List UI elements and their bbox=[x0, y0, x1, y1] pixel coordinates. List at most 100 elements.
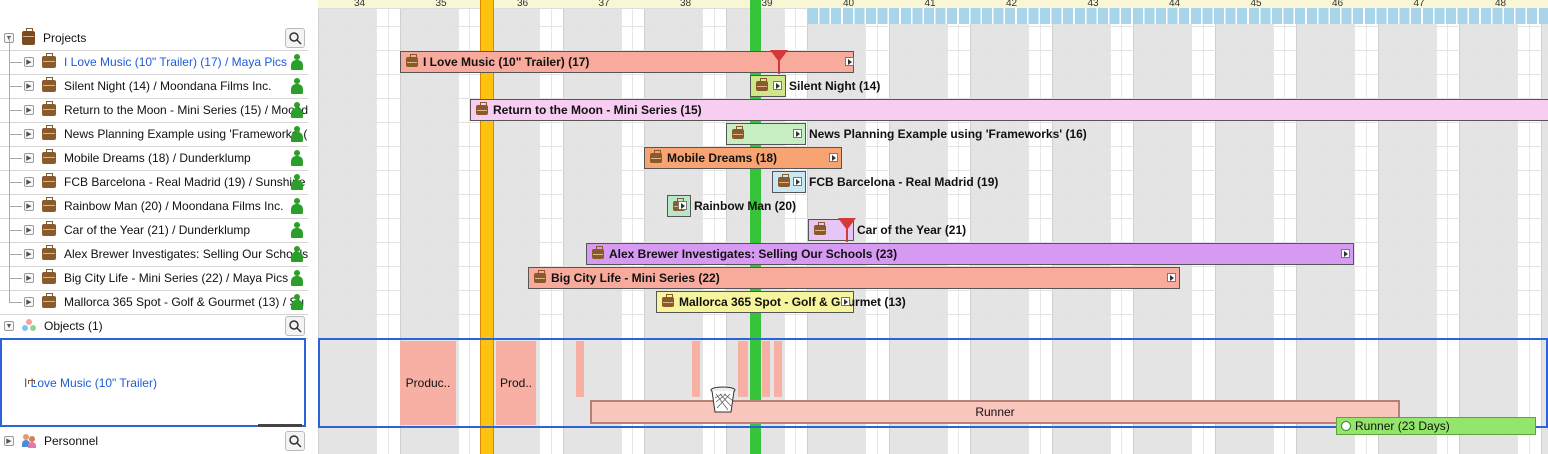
project-row[interactable]: ▶ News Planning Example using 'Frameworks… bbox=[0, 109, 308, 147]
project-label: Mobile Dreams (18) / Dunderklump bbox=[64, 151, 251, 165]
briefcase-icon bbox=[42, 53, 56, 68]
expand-icon[interactable]: ▶ bbox=[24, 249, 34, 259]
expand-icon[interactable]: ▶ bbox=[24, 105, 34, 115]
project-bar[interactable]: Big City Life - Mini Series (22) bbox=[528, 267, 1180, 289]
day-column bbox=[469, 0, 481, 454]
day-column bbox=[1493, 0, 1506, 454]
collapse-icon[interactable]: ▼ bbox=[4, 321, 14, 331]
day-column bbox=[935, 0, 947, 454]
projects-section-header[interactable]: ▼ Projects bbox=[0, 26, 308, 51]
day-column bbox=[1319, 0, 1331, 454]
objects-section-header[interactable]: ▼ Objects (1) bbox=[0, 314, 308, 339]
expand-icon[interactable]: ▶ bbox=[4, 436, 14, 446]
expand-arrow-icon[interactable] bbox=[841, 297, 850, 306]
object-booking-sliver[interactable] bbox=[692, 341, 700, 397]
project-bar[interactable]: I Love Music (10" Trailer) (17) bbox=[400, 51, 854, 73]
expand-arrow-icon[interactable] bbox=[829, 153, 838, 162]
day-column bbox=[1202, 0, 1215, 454]
expand-arrow-icon[interactable] bbox=[678, 201, 687, 210]
search-icon[interactable] bbox=[285, 28, 305, 48]
project-bar[interactable]: Alex Brewer Investigates: Selling Our Sc… bbox=[586, 243, 1354, 265]
expand-icon[interactable]: ▶ bbox=[24, 273, 34, 283]
tree-connector bbox=[9, 85, 22, 111]
milestone-flag-stem bbox=[846, 228, 848, 242]
expand-icon[interactable]: ▶ bbox=[24, 297, 34, 307]
day-column bbox=[713, 0, 726, 454]
expand-arrow-icon[interactable] bbox=[773, 81, 782, 90]
row-line bbox=[318, 242, 1548, 243]
project-row[interactable]: ▶ FCB Barcelona - Real Madrid (19) / Suns… bbox=[0, 157, 308, 195]
trash-icon[interactable] bbox=[710, 386, 736, 414]
day-column bbox=[1354, 0, 1366, 454]
search-icon[interactable] bbox=[285, 431, 305, 451]
personnel-section-header[interactable]: ▶ Personnel bbox=[0, 429, 308, 453]
project-label: Car of the Year (21) / Dunderklump bbox=[64, 223, 251, 237]
project-bar[interactable]: FCB Barcelona - Real Madrid (19) bbox=[772, 171, 998, 193]
expand-icon[interactable]: ▶ bbox=[24, 129, 34, 139]
project-row[interactable]: ▶ Car of the Year (21) / Dunderklump bbox=[0, 205, 308, 243]
project-row[interactable]: ▶ Big City Life - Mini Series (22) / Maya… bbox=[0, 253, 308, 291]
briefcase-icon bbox=[42, 173, 56, 188]
project-row[interactable]: ▶ Mallorca 365 Spot - Golf & Gourmet (13)… bbox=[0, 277, 308, 315]
project-bar[interactable]: News Planning Example using 'Frameworks'… bbox=[726, 123, 1087, 145]
object-booking-sliver[interactable] bbox=[738, 341, 748, 397]
object-lane[interactable] bbox=[318, 338, 1548, 428]
day-column bbox=[318, 0, 330, 454]
project-bar[interactable]: Silent Night (14) bbox=[750, 75, 880, 97]
day-column bbox=[1191, 0, 1203, 454]
milestone-flag-icon[interactable] bbox=[838, 218, 856, 230]
object-booking-sliver[interactable] bbox=[762, 341, 770, 397]
object-booking-sliver[interactable] bbox=[774, 341, 782, 397]
project-label: FCB Barcelona - Real Madrid (19) / Sunsh… bbox=[64, 175, 306, 189]
search-icon[interactable] bbox=[285, 316, 305, 336]
tree-connector bbox=[9, 61, 22, 87]
expand-icon[interactable]: ▶ bbox=[24, 201, 34, 211]
day-column bbox=[1237, 0, 1250, 454]
project-bar[interactable]: Return to the Moon - Mini Series (15) bbox=[470, 99, 1548, 121]
briefcase-icon bbox=[476, 102, 488, 115]
object-booking-block[interactable]: Produc.. bbox=[400, 341, 456, 425]
milestone-flag-icon[interactable] bbox=[770, 50, 788, 62]
object-booking-sliver[interactable] bbox=[576, 341, 584, 397]
week-label: 36 bbox=[517, 0, 529, 9]
day-column bbox=[1272, 0, 1285, 454]
project-row[interactable]: ▶ Rainbow Man (20) / Moondana Films Inc. bbox=[0, 181, 308, 219]
project-row[interactable]: ▶ Alex Brewer Investigates: Selling Our S… bbox=[0, 229, 308, 267]
expand-arrow-icon[interactable] bbox=[1341, 249, 1350, 258]
day-column bbox=[620, 0, 633, 454]
timeline-chart[interactable]: 34 35 36 37 38 39 40 41 42 43 44 45 46 47 48 I Love Mu… bbox=[318, 0, 1548, 454]
week-label: 47 bbox=[1413, 0, 1425, 9]
day-column bbox=[1365, 0, 1378, 454]
expand-arrow-icon[interactable] bbox=[1167, 273, 1176, 282]
expand-icon[interactable]: ▶ bbox=[24, 225, 34, 235]
day-column bbox=[1144, 0, 1157, 454]
project-row[interactable]: ▶ I Love Music (10" Trailer) (17) / Maya … bbox=[0, 37, 308, 75]
expand-arrow-icon[interactable] bbox=[845, 57, 854, 66]
project-row[interactable]: ▶ Return to the Moon - Mini Series (15) /… bbox=[0, 85, 308, 123]
project-row[interactable]: ▶ Mobile Dreams (18) / Dunderklump bbox=[0, 133, 308, 171]
project-label: Alex Brewer Investigates: Selling Our Sc… bbox=[64, 247, 308, 261]
resize-handle[interactable] bbox=[258, 424, 302, 427]
project-bar[interactable]: Rainbow Man (20) bbox=[667, 195, 796, 217]
day-column bbox=[1226, 0, 1238, 454]
day-column bbox=[1098, 0, 1110, 454]
project-bar-label: Return to the Moon - Mini Series (15) bbox=[493, 103, 702, 117]
project-bar[interactable]: Mallorca 365 Spot - Golf & Gourmet (13) bbox=[656, 291, 906, 313]
expand-icon[interactable]: ▶ bbox=[24, 81, 34, 91]
object-row-selected[interactable]: I Love Music (10" Trailer) bbox=[0, 338, 306, 427]
object-booking-block[interactable]: Prod.. bbox=[496, 341, 536, 425]
day-column bbox=[1039, 0, 1052, 454]
owner-person-icon bbox=[290, 222, 304, 238]
day-column bbox=[783, 0, 796, 454]
project-bar[interactable]: Mobile Dreams (18) bbox=[644, 147, 842, 169]
expand-icon[interactable]: ▶ bbox=[24, 57, 34, 67]
expand-icon[interactable]: ▶ bbox=[24, 177, 34, 187]
expand-icon[interactable]: ▶ bbox=[24, 153, 34, 163]
runner-duration-tag[interactable]: Runner (23 Days) bbox=[1336, 417, 1536, 435]
objects-section-label: Objects (1) bbox=[44, 319, 103, 333]
expand-arrow-icon[interactable] bbox=[793, 177, 802, 186]
expand-arrow-icon[interactable] bbox=[793, 129, 802, 138]
project-bar-label: Silent Night (14) bbox=[789, 79, 881, 93]
owner-person-icon bbox=[290, 246, 304, 262]
project-row[interactable]: ▶ Silent Night (14) / Moondana Films Inc. bbox=[0, 61, 308, 99]
